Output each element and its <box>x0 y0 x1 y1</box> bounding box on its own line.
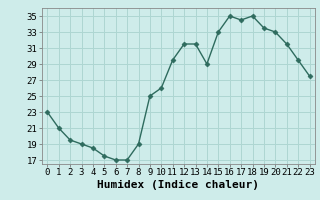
X-axis label: Humidex (Indice chaleur): Humidex (Indice chaleur) <box>97 180 260 190</box>
